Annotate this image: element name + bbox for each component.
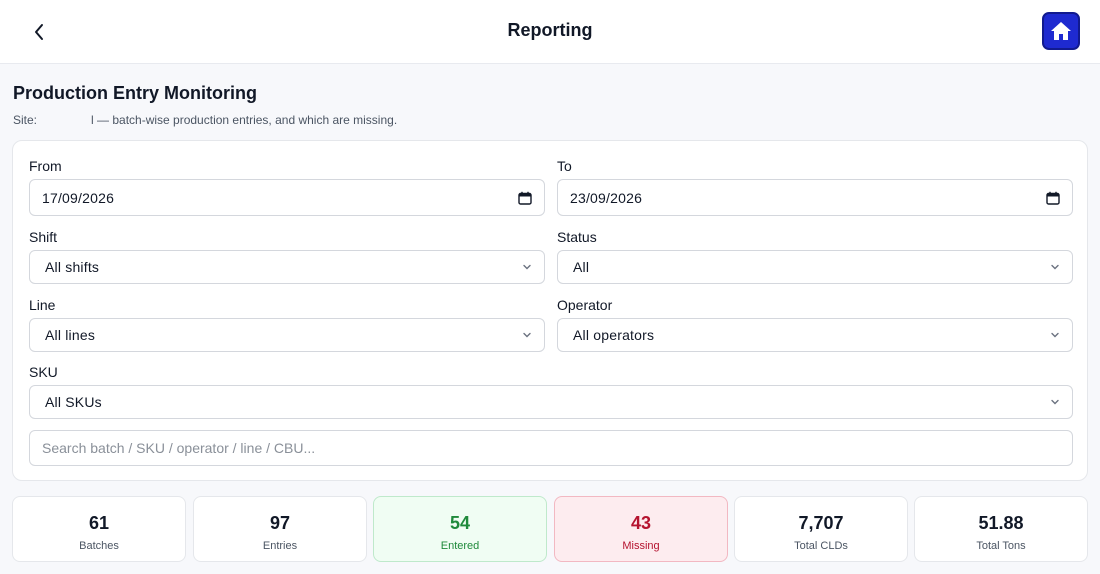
shift-label: Shift (29, 229, 58, 245)
to-label: To (557, 158, 572, 174)
line-select-value: All lines (45, 327, 96, 343)
stats-row: 61 Batches 97 Entries 54 Entered 43 Miss… (12, 496, 1088, 562)
shift-select[interactable]: All shifts (29, 250, 545, 284)
stat-label: Entries (262, 540, 298, 552)
status-select[interactable]: All (557, 250, 1073, 284)
chevron-down-icon (1051, 264, 1059, 270)
operator-select-value: All operators (573, 327, 655, 343)
stat-card-entries: 97 Entries (193, 496, 367, 562)
chevron-left-icon (35, 24, 43, 40)
line-label: Line (29, 297, 56, 313)
stat-label: Entered (440, 540, 480, 552)
home-icon (1051, 22, 1071, 40)
section-subtitle: Site: l — batch-wise production entries, … (13, 113, 397, 127)
operator-label: Operator (557, 297, 613, 313)
status-label: Status (557, 229, 597, 245)
stat-label: Total CLDs (794, 540, 848, 552)
stat-value: 97 (269, 513, 291, 533)
from-date-input[interactable]: 17/09/2026 (29, 179, 545, 216)
sku-select-value: All SKUs (45, 394, 102, 410)
sku-select[interactable]: All SKUs (29, 385, 1073, 419)
chevron-down-icon (523, 332, 531, 338)
from-label: From (29, 158, 62, 174)
chevron-down-icon (1051, 399, 1059, 405)
stat-card-total-tons: 51.88 Total Tons (914, 496, 1088, 562)
filters-card: From 17/09/2026 To 23/09/2026 Shift All … (12, 140, 1088, 481)
stat-card-entered: 54 Entered (373, 496, 547, 562)
stat-value: 7,707 (798, 513, 844, 533)
to-date-input[interactable]: 23/09/2026 (557, 179, 1073, 216)
search-input[interactable] (29, 430, 1073, 466)
section-header: Production Entry Monitoring Site: l — bat… (13, 83, 397, 127)
to-date-value: 23/09/2026 (570, 189, 643, 206)
subtitle-site-label: Site: (13, 113, 38, 127)
section-title: Production Entry Monitoring (13, 83, 257, 103)
top-bar: Reporting (0, 0, 1100, 64)
operator-select[interactable]: All operators (557, 318, 1073, 352)
page-title: Reporting (507, 20, 593, 40)
calendar-icon[interactable] (518, 191, 532, 205)
stat-label: Total Tons (976, 540, 1026, 552)
stat-value: 51.88 (978, 513, 1024, 533)
stat-value: 54 (449, 513, 471, 533)
shift-select-value: All shifts (45, 259, 100, 275)
stat-card-missing: 43 Missing (554, 496, 728, 562)
back-button[interactable] (24, 17, 54, 47)
chevron-down-icon (523, 264, 531, 270)
stat-value: 61 (88, 513, 110, 533)
stat-value: 43 (630, 513, 652, 533)
status-select-value: All (573, 259, 590, 275)
chevron-down-icon (1051, 332, 1059, 338)
from-date-value: 17/09/2026 (42, 189, 115, 206)
sku-label: SKU (29, 364, 58, 380)
stat-label: Batches (79, 540, 119, 552)
stat-card-total-clds: 7,707 Total CLDs (734, 496, 908, 562)
line-select[interactable]: All lines (29, 318, 545, 352)
home-button[interactable] (1042, 12, 1080, 50)
stat-card-batches: 61 Batches (12, 496, 186, 562)
subtitle-description: l — batch-wise production entries, and w… (91, 113, 398, 127)
stat-label: Missing (622, 540, 660, 552)
calendar-icon[interactable] (1046, 191, 1060, 205)
